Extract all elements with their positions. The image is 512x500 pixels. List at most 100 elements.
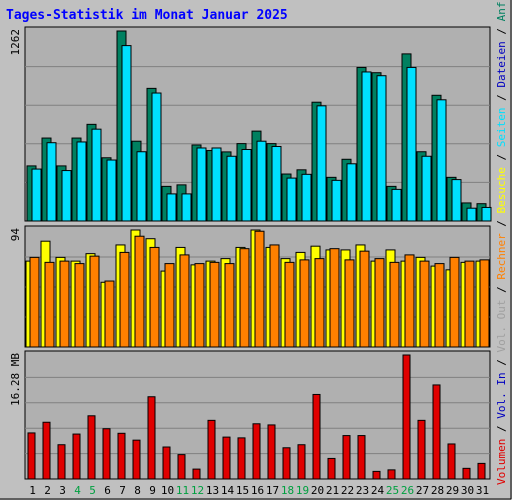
x-label-15: 15 — [236, 484, 249, 497]
bar-rechner-29 — [449, 256, 460, 348]
bar-seiten-10 — [166, 193, 177, 222]
bar-seiten-7 — [121, 45, 132, 222]
bar-seiten-19 — [301, 173, 312, 222]
x-label-6: 6 — [104, 484, 111, 497]
bar-rechner-9 — [149, 246, 160, 348]
x-label-23: 23 — [356, 484, 369, 497]
chart-panels: 1262 94 16.28 MB — [9, 26, 492, 480]
bar-rechner-8 — [134, 235, 145, 348]
bar-volumen-21 — [327, 457, 336, 480]
x-label-10: 10 — [161, 484, 174, 497]
legend-separator: / — [495, 21, 508, 41]
x-label-28: 28 — [431, 484, 444, 497]
bar-seiten-22 — [346, 163, 357, 222]
bar-seiten-5 — [91, 128, 102, 222]
legend-vol-in: Vol. In — [495, 372, 508, 418]
bar-volumen-19 — [297, 444, 306, 480]
bar-rechner-23 — [359, 250, 370, 348]
bar-rechner-19 — [299, 259, 310, 348]
bar-volumen-25 — [387, 469, 396, 480]
y-max-label-requests: 1262 — [9, 29, 22, 56]
legend-besuche: Besuche — [495, 167, 508, 213]
legend-text: Volumen / Vol. In / Vol. Out / Rechner /… — [495, 0, 508, 485]
bar-rechner-10 — [164, 263, 175, 348]
bar-volumen-26 — [402, 354, 411, 480]
bar-rechner-15 — [239, 248, 250, 348]
panel-visits: 94 — [9, 225, 491, 348]
bar-volumen-5 — [87, 415, 96, 480]
panel-volume: 16.28 MB — [9, 350, 491, 480]
bar-seiten-31 — [481, 206, 492, 222]
x-label-9: 9 — [149, 484, 156, 497]
bar-seiten-20 — [316, 105, 327, 222]
x-label-25: 25 — [386, 484, 399, 497]
bar-volumen-10 — [162, 446, 171, 480]
bar-rechner-1 — [29, 256, 40, 348]
bar-rechner-11 — [179, 254, 190, 348]
bar-volumen-7 — [117, 432, 126, 480]
bar-volumen-12 — [192, 468, 201, 480]
x-label-2: 2 — [44, 484, 51, 497]
bar-rechner-3 — [59, 260, 70, 348]
bar-volumen-14 — [222, 436, 231, 480]
x-label-26: 26 — [401, 484, 414, 497]
bar-volumen-17 — [267, 424, 276, 480]
bar-volumen-13 — [207, 419, 216, 480]
bar-rechner-17 — [269, 244, 280, 348]
bar-rechner-20 — [314, 258, 325, 348]
legend-separator: / — [495, 147, 508, 167]
legend-separator: / — [495, 419, 508, 439]
x-label-4: 4 — [74, 484, 81, 497]
y-max-label-visits: 94 — [9, 228, 22, 242]
legend-seiten: Seiten — [495, 107, 508, 147]
bar-rechner-24 — [374, 258, 385, 348]
bar-rechner-13 — [209, 261, 220, 348]
bar-rechner-7 — [119, 251, 130, 348]
legend-volumen: Volumen — [495, 439, 508, 485]
bar-volumen-23 — [357, 435, 366, 480]
bar-volumen-1 — [27, 432, 36, 480]
bar-seiten-13 — [211, 147, 222, 222]
x-label-24: 24 — [371, 484, 385, 497]
bar-seiten-29 — [451, 179, 462, 222]
x-label-5: 5 — [89, 484, 96, 497]
x-label-12: 12 — [191, 484, 204, 497]
bar-rechner-31 — [479, 259, 490, 348]
bar-seiten-17 — [271, 145, 282, 222]
x-label-19: 19 — [296, 484, 309, 497]
bar-rechner-14 — [224, 263, 235, 348]
bar-volumen-16 — [252, 423, 261, 480]
bar-rechner-22 — [344, 259, 355, 348]
bar-seiten-25 — [391, 188, 402, 222]
bar-seiten-8 — [136, 151, 147, 222]
legend-separator: / — [495, 88, 508, 108]
x-label-13: 13 — [206, 484, 219, 497]
bar-volumen-4 — [72, 433, 81, 480]
x-label-1: 1 — [29, 484, 36, 497]
bar-volumen-9 — [147, 396, 156, 480]
x-label-22: 22 — [341, 484, 354, 497]
legend-dateien: Dateien — [495, 41, 508, 87]
legend-rechner: Rechner — [495, 233, 508, 280]
bar-volumen-22 — [342, 435, 351, 480]
bar-volumen-6 — [102, 428, 111, 480]
x-label-18: 18 — [281, 484, 294, 497]
bar-rechner-4 — [74, 263, 85, 348]
bar-rechner-30 — [464, 260, 475, 348]
bar-volumen-15 — [237, 437, 246, 480]
x-label-27: 27 — [416, 484, 429, 497]
y-max-label-volume: 16.28 MB — [9, 353, 22, 406]
x-label-21: 21 — [326, 484, 339, 497]
bar-rechner-2 — [44, 261, 55, 348]
bar-rechner-12 — [194, 263, 205, 348]
x-label-8: 8 — [134, 484, 141, 497]
x-label-30: 30 — [461, 484, 474, 497]
bar-rechner-28 — [434, 263, 445, 348]
bar-volumen-18 — [282, 447, 291, 480]
bar-seiten-23 — [361, 71, 372, 222]
bar-rechner-26 — [404, 254, 415, 348]
bar-seiten-30 — [466, 207, 477, 222]
bar-volumen-24 — [372, 470, 381, 480]
bar-seiten-3 — [61, 170, 72, 222]
